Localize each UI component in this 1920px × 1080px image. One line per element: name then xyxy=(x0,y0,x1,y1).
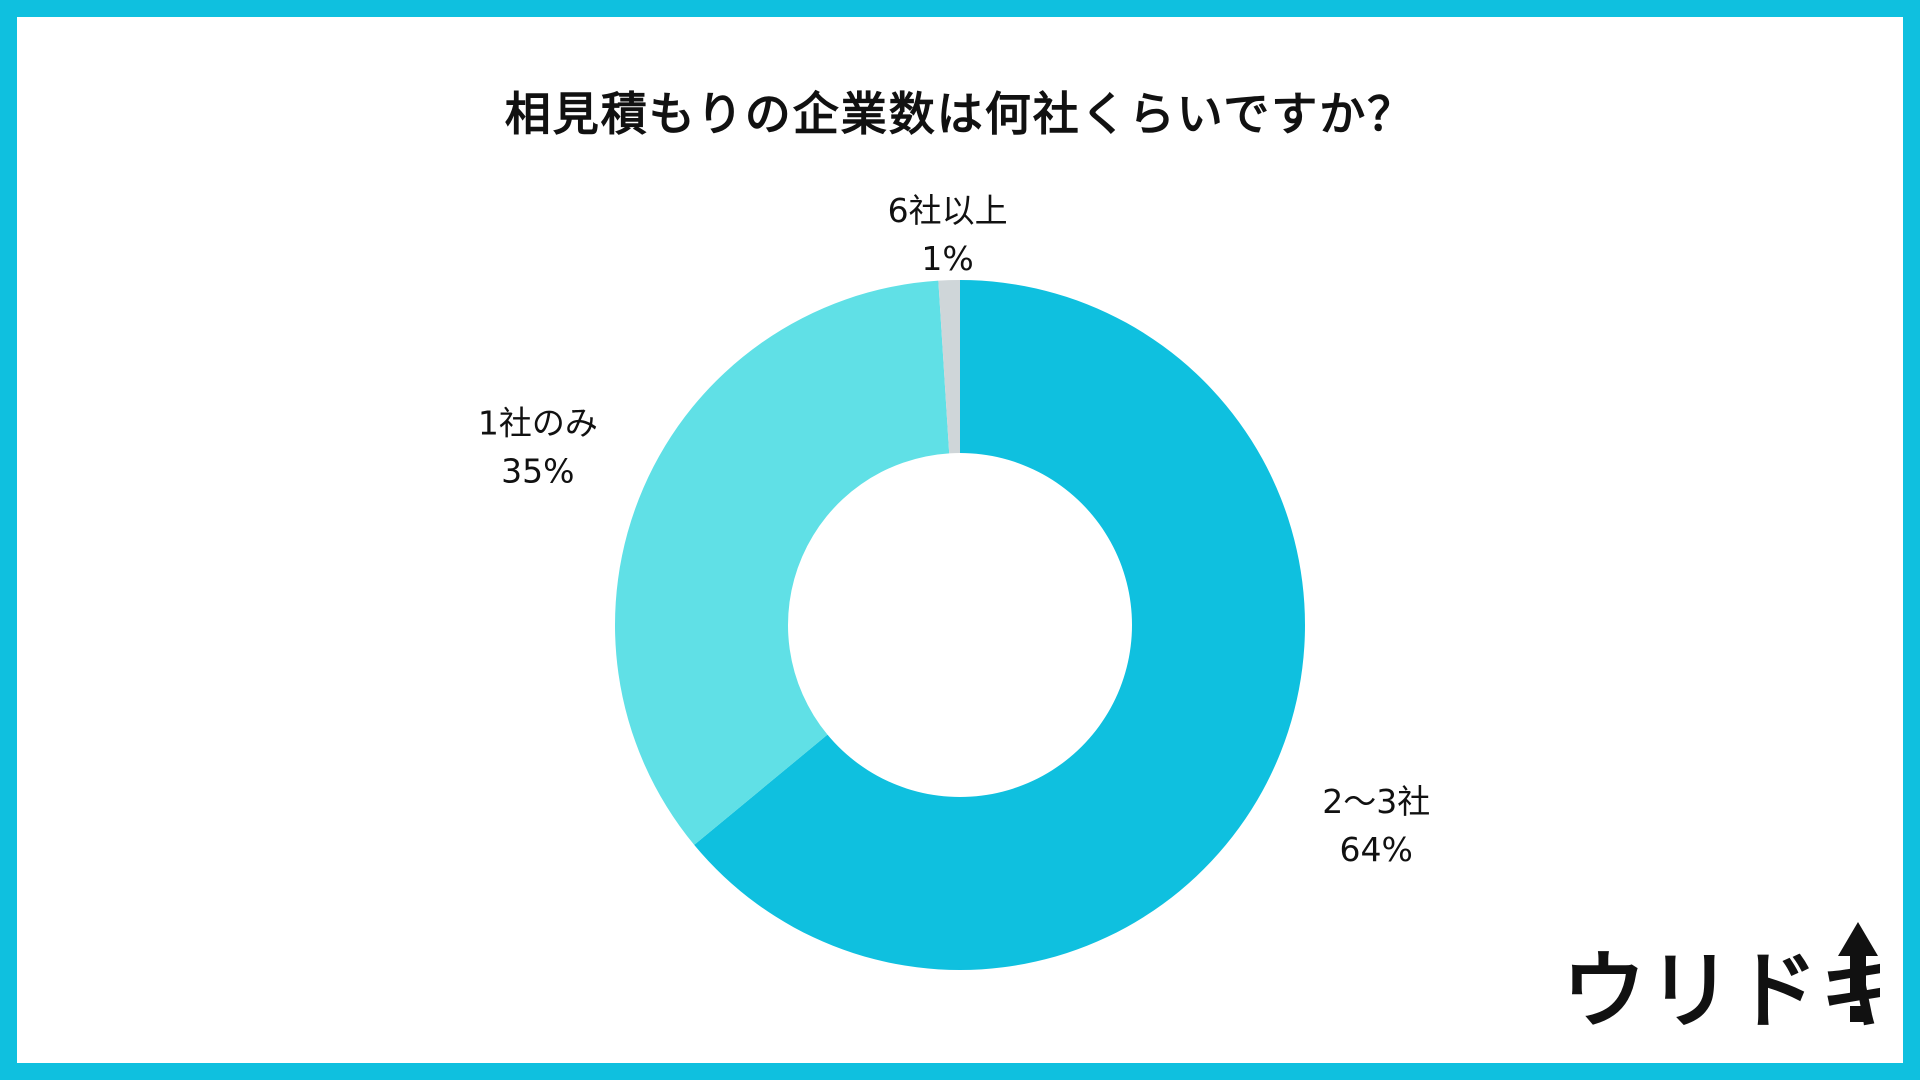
logo-text: ウリドキ xyxy=(1562,942,1880,1038)
up-arrow-exclamation-icon xyxy=(1838,922,1878,1022)
donut-labels: 2〜3社 64% 1社のみ 35% 6社以上 1% xyxy=(478,191,1430,869)
slice-label: 2〜3社 xyxy=(1322,782,1430,821)
slice-value-label: 35% xyxy=(501,451,574,490)
chart-title: 相見積もりの企業数は何社くらいですか？ xyxy=(504,87,1416,141)
donut-slices xyxy=(615,280,1305,971)
uridoki-logo: ウリドキ xyxy=(1562,922,1880,1038)
slice-value-label: 1% xyxy=(921,239,973,278)
donut-slice xyxy=(615,280,950,845)
slice-label: 6社以上 xyxy=(888,191,1008,230)
slice-value-label: 64% xyxy=(1340,830,1413,869)
donut-slice xyxy=(694,280,1305,971)
donut-slice xyxy=(938,280,960,454)
slice-label: 1社のみ xyxy=(478,403,598,442)
